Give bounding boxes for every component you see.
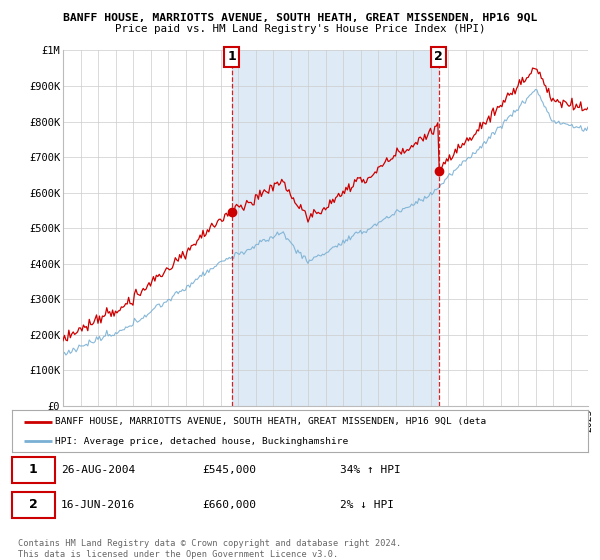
Text: Price paid vs. HM Land Registry's House Price Index (HPI): Price paid vs. HM Land Registry's House … [115,24,485,34]
FancyBboxPatch shape [12,492,55,517]
Text: £660,000: £660,000 [202,500,256,510]
Text: 26-AUG-2004: 26-AUG-2004 [61,465,135,475]
Text: BANFF HOUSE, MARRIOTTS AVENUE, SOUTH HEATH, GREAT MISSENDEN, HP16 9QL (deta: BANFF HOUSE, MARRIOTTS AVENUE, SOUTH HEA… [55,417,487,426]
Text: 16-JUN-2016: 16-JUN-2016 [61,500,135,510]
Bar [232,50,439,406]
Text: 2: 2 [434,50,443,63]
Text: 34% ↑ HPI: 34% ↑ HPI [340,465,401,475]
Text: 2% ↓ HPI: 2% ↓ HPI [340,500,394,510]
Text: £545,000: £545,000 [202,465,256,475]
Text: BANFF HOUSE, MARRIOTTS AVENUE, SOUTH HEATH, GREAT MISSENDEN, HP16 9QL: BANFF HOUSE, MARRIOTTS AVENUE, SOUTH HEA… [63,12,537,22]
Text: HPI: Average price, detached house, Buckinghamshire: HPI: Average price, detached house, Buck… [55,437,349,446]
Text: 2: 2 [29,498,38,511]
Text: Contains HM Land Registry data © Crown copyright and database right 2024.
This d: Contains HM Land Registry data © Crown c… [18,539,401,559]
Text: 1: 1 [227,50,236,63]
Text: 1: 1 [29,463,38,476]
FancyBboxPatch shape [12,457,55,483]
